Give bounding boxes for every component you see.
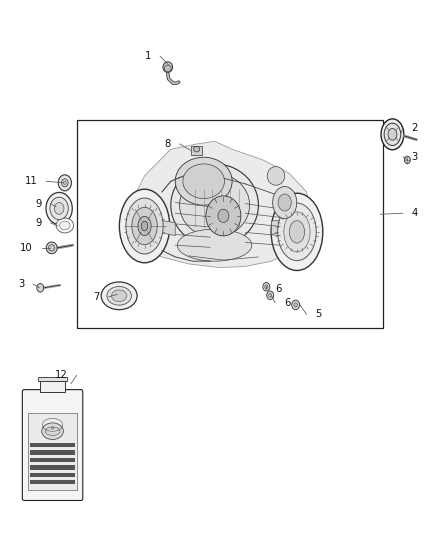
Bar xyxy=(28,413,77,490)
Bar xyxy=(30,450,75,455)
Ellipse shape xyxy=(58,175,71,191)
Bar xyxy=(191,146,202,155)
Ellipse shape xyxy=(107,287,131,305)
Text: 4: 4 xyxy=(412,208,418,218)
Ellipse shape xyxy=(54,203,64,214)
Ellipse shape xyxy=(50,197,68,220)
Text: 1: 1 xyxy=(145,51,151,61)
Ellipse shape xyxy=(206,196,241,236)
Text: 9: 9 xyxy=(35,218,42,228)
Ellipse shape xyxy=(46,192,72,224)
Text: 7: 7 xyxy=(93,292,100,302)
Ellipse shape xyxy=(272,187,297,219)
Ellipse shape xyxy=(381,119,404,150)
Ellipse shape xyxy=(278,194,291,211)
PathPatch shape xyxy=(157,220,175,236)
Ellipse shape xyxy=(404,156,410,164)
Text: 10: 10 xyxy=(20,243,33,253)
Bar xyxy=(40,381,65,392)
Ellipse shape xyxy=(141,221,148,231)
Ellipse shape xyxy=(263,282,270,291)
Text: 3: 3 xyxy=(18,279,24,289)
Ellipse shape xyxy=(171,164,258,247)
Text: 2: 2 xyxy=(412,123,418,133)
Ellipse shape xyxy=(138,216,151,236)
Text: 5: 5 xyxy=(315,310,322,319)
Ellipse shape xyxy=(163,62,173,72)
Bar xyxy=(30,473,75,477)
Ellipse shape xyxy=(267,291,274,300)
Ellipse shape xyxy=(177,229,252,261)
Ellipse shape xyxy=(37,284,44,292)
Text: 12: 12 xyxy=(55,370,68,380)
Ellipse shape xyxy=(60,221,70,230)
Ellipse shape xyxy=(194,147,200,152)
Ellipse shape xyxy=(278,203,316,261)
Ellipse shape xyxy=(46,242,57,254)
Bar xyxy=(30,480,75,484)
Text: 8: 8 xyxy=(165,139,171,149)
Bar xyxy=(30,465,75,470)
Ellipse shape xyxy=(384,123,401,146)
Ellipse shape xyxy=(164,65,171,71)
Ellipse shape xyxy=(64,181,66,184)
Ellipse shape xyxy=(289,221,305,243)
Ellipse shape xyxy=(268,293,272,297)
Text: 6: 6 xyxy=(284,298,290,308)
Text: 9: 9 xyxy=(35,199,42,208)
Ellipse shape xyxy=(388,128,397,140)
Ellipse shape xyxy=(271,193,323,271)
Ellipse shape xyxy=(267,166,285,185)
Ellipse shape xyxy=(175,157,232,205)
Ellipse shape xyxy=(56,218,74,233)
Ellipse shape xyxy=(183,164,225,198)
Ellipse shape xyxy=(265,285,268,289)
PathPatch shape xyxy=(127,141,311,268)
Ellipse shape xyxy=(119,189,170,263)
Ellipse shape xyxy=(132,207,157,245)
Text: 11: 11 xyxy=(25,176,37,186)
Ellipse shape xyxy=(111,290,127,302)
Ellipse shape xyxy=(284,212,310,252)
Ellipse shape xyxy=(42,423,64,440)
Bar xyxy=(30,443,75,447)
Ellipse shape xyxy=(61,179,68,187)
Ellipse shape xyxy=(101,282,137,310)
Bar xyxy=(77,120,383,328)
Bar xyxy=(38,377,67,381)
Ellipse shape xyxy=(180,173,250,237)
Ellipse shape xyxy=(292,300,300,310)
Text: 3: 3 xyxy=(412,152,418,161)
Ellipse shape xyxy=(294,303,297,307)
Text: 6: 6 xyxy=(275,285,282,294)
Ellipse shape xyxy=(218,209,229,223)
PathPatch shape xyxy=(272,219,288,235)
Bar xyxy=(30,458,75,462)
Ellipse shape xyxy=(126,198,163,254)
Ellipse shape xyxy=(49,245,55,251)
FancyBboxPatch shape xyxy=(22,390,83,500)
